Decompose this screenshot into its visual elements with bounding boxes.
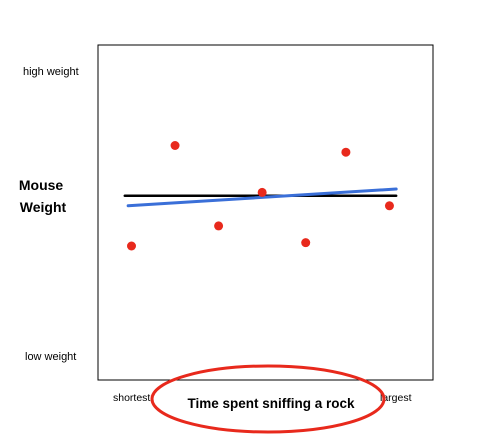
data-point-5 [301, 238, 311, 248]
data-point-3 [214, 221, 224, 231]
data-point-2 [170, 141, 180, 150]
x-tick-largest: largest [380, 392, 412, 404]
data-point-7 [384, 201, 394, 211]
plot-frame [97, 44, 434, 381]
data-point-4 [257, 187, 267, 197]
fit-line [126, 187, 398, 208]
data-point-6 [341, 147, 351, 157]
x-tick-shortest: shortest [113, 392, 150, 404]
x-axis-label-highlight-ellipse [150, 364, 386, 434]
data-point-1 [127, 241, 136, 251]
y-axis-label: Mouse Weight [19, 177, 67, 215]
y-axis-label-line-2: Weight [20, 199, 67, 215]
points-layer [127, 141, 394, 251]
y-axis-label-line-1: Mouse [19, 177, 64, 193]
y-tick-low-weight: low weight [25, 351, 76, 363]
x-axis-label: Time spent sniffing a rock [187, 396, 355, 411]
y-tick-high-weight: high weight [23, 66, 79, 78]
